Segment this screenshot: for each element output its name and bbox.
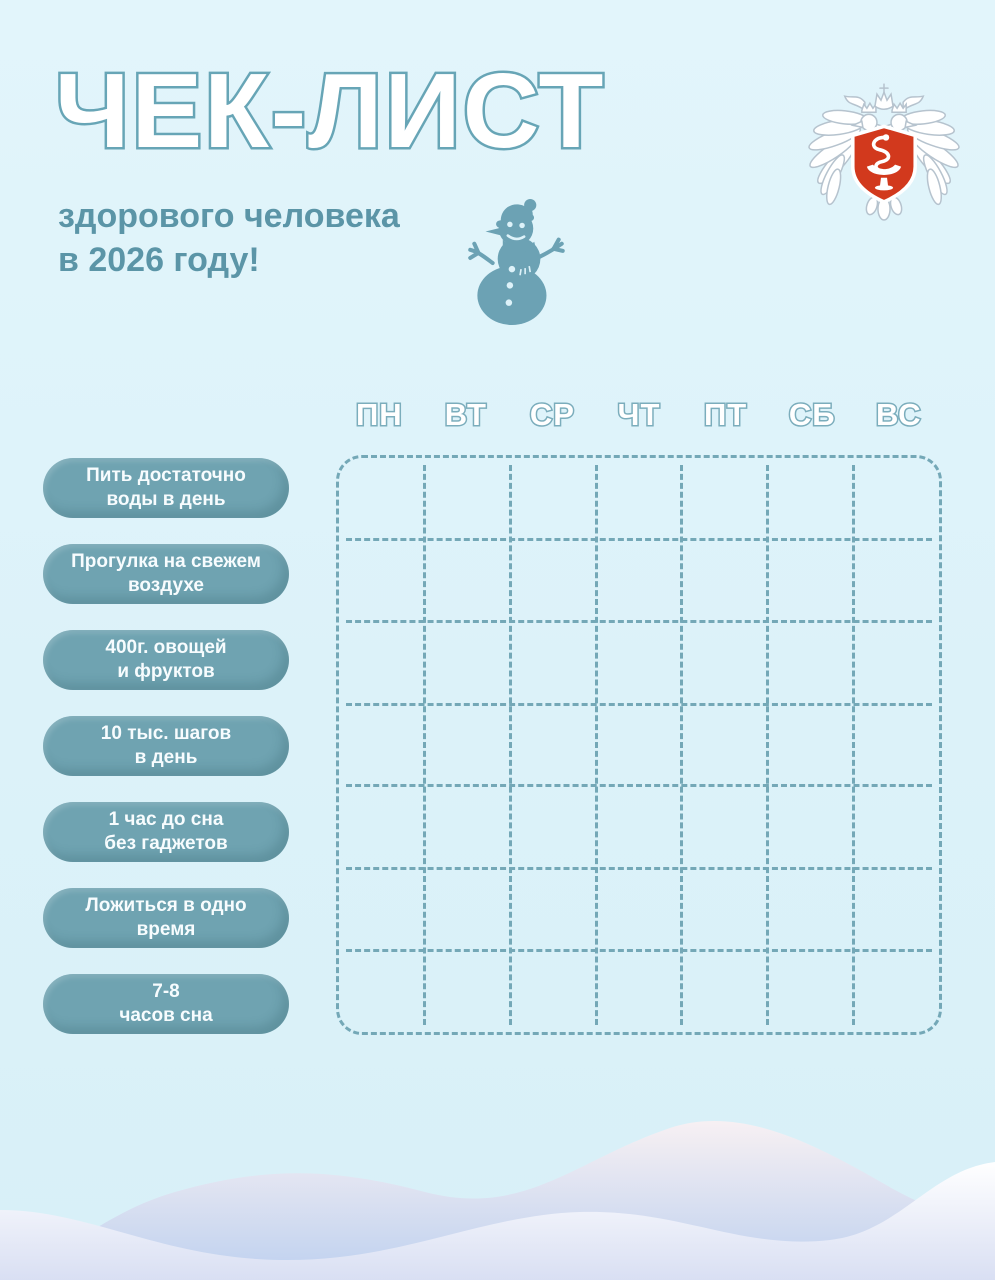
habit-label-line: и фруктов: [117, 661, 215, 682]
snow-waves-decoration: [0, 1121, 995, 1280]
habit-label-line: время: [136, 919, 196, 940]
habit-label-line: воздухе: [128, 575, 204, 596]
habit-pill-bedtime: Ложиться в одно время: [43, 888, 289, 948]
day-header-fri: ПТ: [702, 396, 748, 434]
habit-label-line: воды в день: [106, 489, 226, 510]
subtitle-line-1: здорового человека: [58, 197, 400, 235]
tracker-grid: [336, 455, 942, 1035]
ministry-of-health-emblem-icon: [808, 83, 960, 221]
day-header-sat: СБ: [787, 396, 836, 434]
habit-label-line: 400г. овощей: [105, 637, 227, 658]
snowman-icon: [468, 199, 565, 325]
habit-pill-water: Пить достаточно воды в день: [43, 458, 289, 518]
habit-pill-walk: Прогулка на свежем воздухе: [43, 544, 289, 604]
habit-label-line: в день: [134, 747, 198, 768]
habit-pill-vegetables: 400г. овощей и фруктов: [43, 630, 289, 690]
habit-label-line: часов сна: [119, 1005, 213, 1026]
habit-label-line: Пить достаточно: [86, 465, 246, 486]
habit-pill-sleep: 7-8 часов сна: [43, 974, 289, 1034]
habit-label-line: 1 час до сна: [108, 809, 224, 830]
day-header-tue: ВТ: [443, 396, 487, 434]
habit-pill-no-gadgets: 1 час до сна без гаджетов: [43, 802, 289, 862]
habit-label-line: 10 тыс. шагов: [100, 723, 232, 744]
page-title: ЧЕК-ЛИСТ: [52, 52, 606, 170]
day-header-thu: ЧТ: [616, 396, 661, 434]
day-header-row: ПН ВТ СР ЧТ ПТ СБ ВС: [336, 396, 942, 434]
page-subtitle: здорового человека в 2026 году!: [58, 194, 400, 282]
habit-label-line: Прогулка на свежем: [71, 551, 261, 572]
habit-pill-steps: 10 тыс. шагов в день: [43, 716, 289, 776]
day-header-sun: ВС: [874, 396, 922, 434]
subtitle-line-2: в 2026 году!: [58, 241, 260, 279]
habit-label-line: Ложиться в одно: [85, 895, 247, 916]
habit-label-line: без гаджетов: [104, 833, 228, 854]
habit-label-line: 7-8: [152, 981, 180, 1002]
habit-list: Пить достаточно воды в день Прогулка на …: [43, 458, 289, 1034]
day-header-mon: ПН: [354, 396, 403, 434]
day-header-wed: СР: [528, 396, 575, 434]
